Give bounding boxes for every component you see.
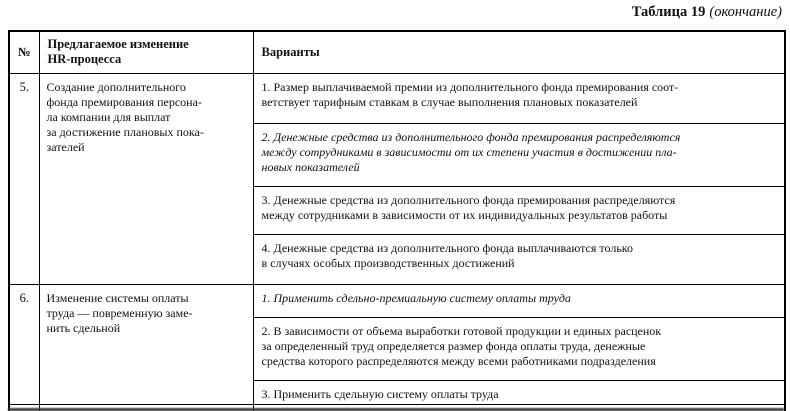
column-header-change: Предлагаемое изменение HR-процесса (38, 30, 254, 74)
hr-process-table: № Предлагаемое изменение HR-процесса Вар… (8, 30, 786, 411)
cut-off-text-band (8, 408, 784, 411)
table-row: 3. Применить сдельную систему оплаты тру… (9, 379, 786, 405)
cut-off-cell (252, 403, 786, 411)
table-row: 6. Изменение системы оплаты труда — повр… (8, 283, 786, 405)
row5-variant-3: 3. Денежные средства из дополнительного … (252, 185, 786, 235)
row6-change-cell: Изменение системы оплаты труда — повреме… (38, 283, 254, 405)
row5-variant-4: 4. Денежные средства из дополнительного … (252, 233, 786, 285)
row5-number: 5. (8, 72, 40, 285)
table-row: 2. Денежные средства из дополнительного … (9, 122, 786, 187)
table-header-row: № Предлагаемое изменение HR-процесса Вар… (8, 30, 786, 74)
table-caption: Таблица 19 (окончание) (632, 4, 782, 21)
row6-number: 6. (8, 283, 40, 405)
table-caption-note: (окончание) (709, 4, 782, 20)
row6-variant-3: 3. Применить сдельную систему оплаты тру… (252, 379, 786, 405)
row6-variant-1: 1. Применить сдельно-премиальную систему… (252, 283, 786, 318)
row5-variant-1: 1. Размер выплачиваемой премии из дополн… (252, 72, 786, 124)
table-row: 5. Создание дополнительного фонда премир… (8, 72, 786, 285)
cut-off-row (8, 403, 786, 411)
column-header-number: № (8, 30, 40, 74)
table-caption-title: Таблица 19 (631, 4, 706, 20)
table-row: 2. В зависимости от объема выработки гот… (9, 316, 786, 381)
row5-variant-2: 2. Денежные средства из дополнительного … (252, 122, 786, 187)
column-header-variants: Варианты (252, 30, 786, 74)
row6-variant-2: 2. В зависимости от объема выработки гот… (252, 316, 786, 381)
row5-change-cell: Создание дополнительного фонда премирова… (38, 72, 254, 285)
table-row: 4. Денежные средства из дополнительного … (9, 233, 786, 285)
